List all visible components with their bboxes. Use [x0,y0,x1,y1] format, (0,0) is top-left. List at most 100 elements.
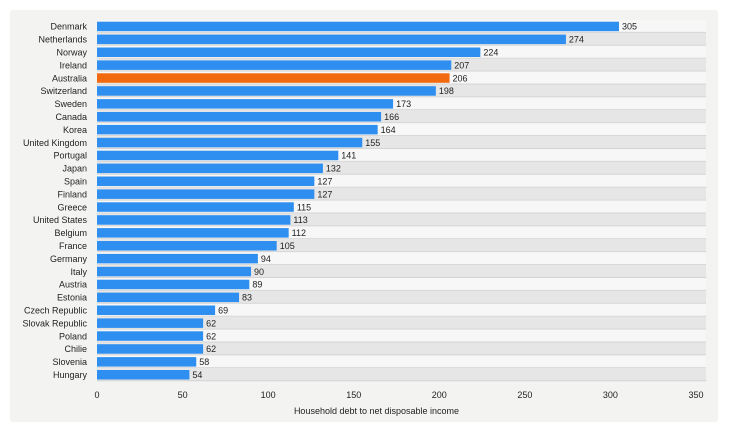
bar-france [97,241,277,251]
x-tick-label: 150 [346,390,361,400]
row-band [97,329,706,343]
category-label: Germany [50,254,88,264]
data-label: 83 [242,293,252,303]
category-label: Spain [64,176,87,186]
data-label: 164 [381,125,396,135]
category-label: Portugal [53,151,87,161]
data-label: 127 [317,176,332,186]
bar-slovenia [97,357,197,367]
category-label: Norway [56,47,87,57]
category-label: Belgium [54,228,87,238]
bar-germany [97,253,258,264]
bar-italy [97,266,252,277]
data-label: 105 [280,241,295,251]
category-label: Greece [57,202,87,212]
bar-czech-republic [97,305,216,315]
bar-greece [97,202,294,212]
data-label: 141 [341,151,356,161]
category-label: Canada [55,112,87,122]
bar-ireland [97,60,452,70]
data-label: 305 [622,22,637,32]
data-label: 173 [396,99,411,109]
bar-united-kingdom [97,137,363,148]
row-band [97,303,706,317]
category-label: Ireland [59,60,87,70]
bar-netherlands [97,34,566,45]
bar-korea [97,124,378,135]
data-label: 62 [206,331,216,341]
category-label: Slovak Republic [22,318,87,328]
bar-denmark [97,21,619,32]
bar-united-states [97,215,291,225]
category-label: Australia [52,73,87,83]
x-tick-label: 0 [94,390,99,400]
data-label: 54 [192,370,202,380]
category-label: Chilie [64,344,87,354]
data-label: 206 [453,73,468,83]
category-label: Denmark [50,22,87,32]
data-label: 224 [483,47,498,57]
row-band [97,355,706,369]
category-label: Sweden [54,99,87,109]
data-label: 90 [254,267,264,277]
row-band [97,368,706,382]
category-label: Austria [59,280,87,290]
data-label: 115 [297,202,311,212]
x-tick-label: 100 [261,390,276,400]
category-label: Italy [70,267,87,277]
data-label: 94 [261,254,271,264]
bar-slovak-republic [97,318,204,328]
category-label: United States [33,215,88,225]
category-label: Finland [57,189,87,199]
x-axis-label: Household debt to net disposable income [294,406,459,416]
bar-poland [97,331,204,341]
bar-portugal [97,150,339,161]
category-label: Japan [62,164,87,174]
data-label: 89 [252,280,262,290]
category-label: Poland [59,331,87,341]
data-label: 132 [326,164,341,174]
category-label: Hungary [53,370,88,380]
bar-estonia [97,292,240,303]
category-label: Slovenia [52,357,87,367]
x-tick-label: 300 [603,390,618,400]
data-label: 113 [293,215,307,225]
data-label: 62 [206,344,216,354]
data-label: 69 [218,305,228,315]
bar-austria [97,279,250,290]
bar-belgium [97,228,289,238]
bar-switzerland [97,86,436,96]
category-label: Switzerland [40,86,87,96]
bar-finland [97,189,315,199]
data-label: 58 [199,357,209,367]
bar-sweden [97,99,394,109]
data-label: 274 [569,35,584,45]
bar-hungary [97,370,190,380]
data-label: 155 [365,138,380,148]
x-tick-label: 350 [688,390,703,400]
category-label: Czech Republic [24,305,88,315]
category-label: France [59,241,87,251]
data-label: 198 [439,86,454,96]
data-label: 127 [317,189,332,199]
x-tick-label: 50 [178,390,188,400]
row-band [97,342,706,356]
data-label: 112 [292,228,306,238]
category-label: Korea [63,125,87,135]
category-label: United Kingdom [23,138,87,148]
bar-japan [97,163,323,174]
bar-canada [97,112,382,122]
category-label: Estonia [57,293,87,303]
x-tick-label: 250 [517,390,532,400]
data-label: 166 [384,112,399,122]
bar-chilie [97,344,204,354]
bar-norway [97,47,481,57]
x-tick-label: 200 [432,390,447,400]
bar-spain [97,176,315,186]
row-band [97,316,706,330]
bar-australia [97,73,450,83]
row-band [97,290,706,304]
category-label: Netherlands [38,35,87,45]
data-label: 62 [206,318,216,328]
